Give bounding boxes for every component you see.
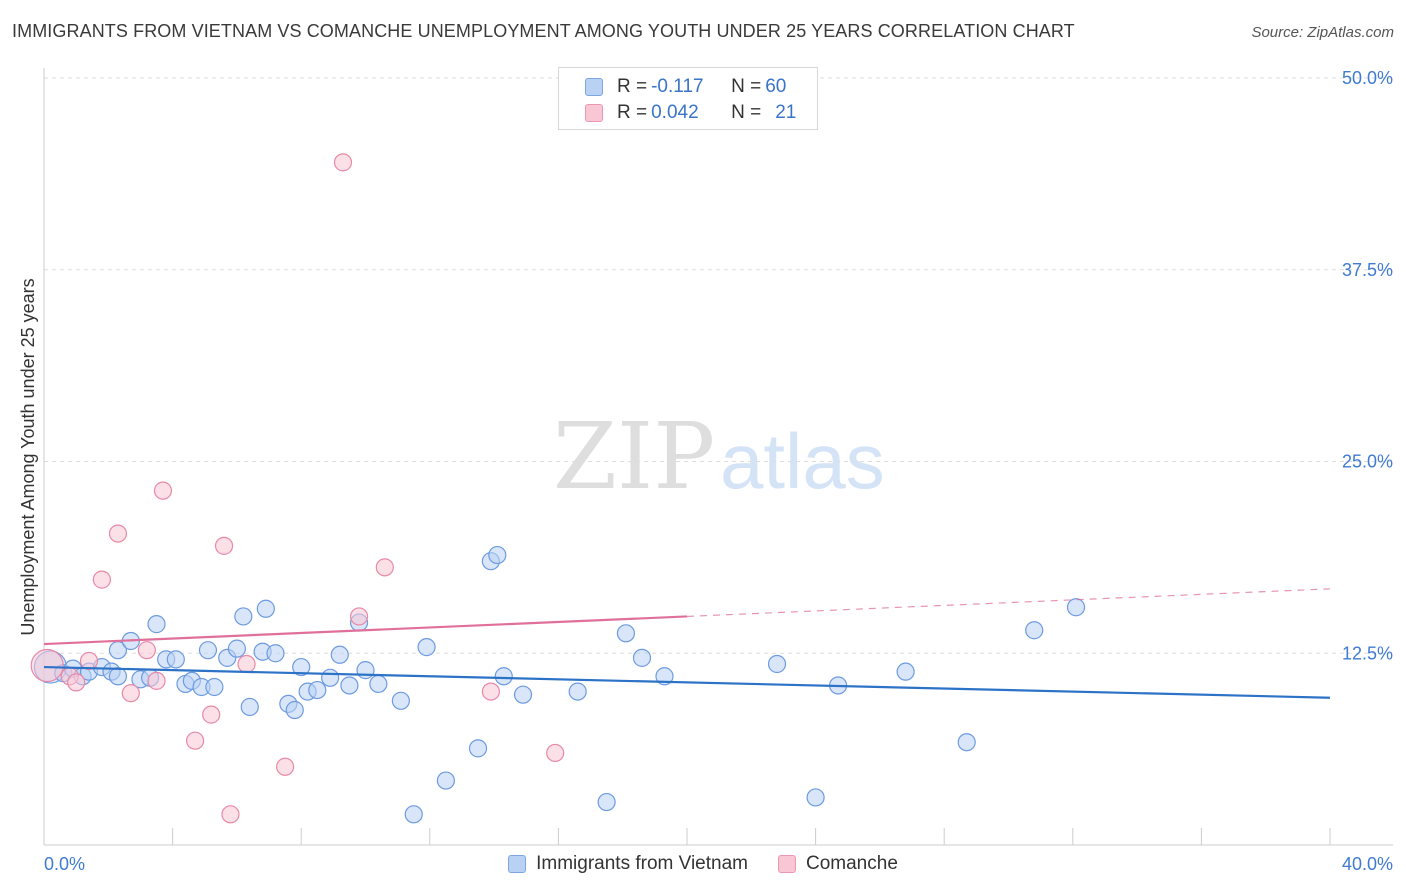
n-label: N =: [731, 76, 762, 97]
trend-line-comanche: [43, 615, 688, 646]
data-point-comanche: [137, 641, 156, 660]
data-point-comanche: [153, 481, 173, 500]
data-point-vietnam: [240, 697, 259, 717]
data-point-comanche: [481, 682, 500, 701]
r-value: 0.042: [651, 102, 699, 123]
data-points: [30, 153, 1086, 824]
data-point-vietnam: [198, 641, 218, 660]
data-point-vietnam: [1066, 598, 1086, 617]
data-point-comanche: [147, 671, 166, 690]
n-label: N =: [731, 102, 762, 123]
chart-title: IMMIGRANTS FROM VIETNAM VS COMANCHE UNEM…: [12, 21, 1075, 41]
data-point-vietnam: [369, 674, 388, 694]
y-tick-label: 12.5%: [1342, 643, 1393, 663]
data-point-vietnam: [227, 639, 246, 658]
x-tick-labels: 0.0% 40.0%: [44, 854, 1393, 874]
x-tick-label: 0.0%: [44, 854, 85, 874]
data-point-comanche: [30, 648, 64, 683]
data-point-vietnam: [404, 805, 423, 824]
data-point-comanche: [546, 743, 565, 763]
data-point-comanche: [92, 570, 111, 589]
trend-lines: [43, 588, 1331, 699]
legend-swatch-vietnam: [508, 855, 527, 873]
vietnam-swatch: [585, 78, 603, 96]
n-value: 60: [765, 76, 787, 97]
data-point-comanche: [79, 651, 99, 671]
legend-swatch-comanche: [778, 855, 796, 873]
data-point-vietnam: [292, 657, 311, 677]
grid: [44, 77, 1393, 654]
stats-row-comanche: R = 0.042 N = 21: [585, 100, 796, 126]
data-point-vietnam: [166, 650, 185, 669]
data-point-vietnam: [147, 615, 166, 634]
data-point-vietnam: [391, 691, 410, 710]
data-point-vietnam: [597, 792, 616, 812]
data-point-vietnam: [767, 654, 787, 674]
y-tick-label: 50.0%: [1342, 68, 1393, 88]
n-value: 21: [775, 102, 797, 123]
data-point-vietnam: [417, 638, 436, 657]
data-point-vietnam: [205, 677, 224, 697]
r-label: R =: [617, 102, 648, 123]
data-point-vietnam: [468, 739, 488, 758]
data-point-vietnam: [436, 771, 455, 790]
data-point-vietnam: [957, 733, 976, 752]
legend-item-comanche: Comanche: [778, 853, 898, 875]
data-point-comanche: [237, 654, 256, 674]
data-point-vietnam: [655, 667, 674, 686]
legend-label-comanche: Comanche: [806, 853, 898, 874]
legend-item-vietnam: Immigrants from Vietnam: [508, 853, 748, 875]
data-point-comanche: [202, 705, 221, 724]
data-point-comanche: [186, 731, 205, 750]
axes: [43, 68, 1393, 846]
data-point-vietnam: [1025, 621, 1044, 640]
data-point-comanche: [67, 673, 86, 692]
data-point-vietnam: [568, 682, 587, 701]
data-point-comanche: [221, 805, 240, 824]
source-attribution: Source: ZipAtlas.com: [1251, 24, 1394, 41]
y-axis-label: Unemployment Among Youth under 25 years: [18, 278, 38, 635]
data-point-vietnam: [488, 545, 507, 565]
data-point-comanche: [276, 757, 295, 776]
data-point-vietnam: [256, 599, 275, 618]
watermark: ZIP atlas: [553, 403, 885, 510]
data-point-vietnam: [616, 624, 636, 643]
data-point-vietnam: [513, 685, 533, 704]
data-point-vietnam: [632, 648, 652, 667]
data-point-comanche: [375, 558, 394, 577]
comanche-swatch: [585, 104, 603, 122]
data-point-vietnam: [494, 667, 513, 686]
y-tick-labels: 12.5% 25.0% 37.5% 50.0%: [1342, 68, 1393, 663]
legend-label-vietnam: Immigrants from Vietnam: [536, 853, 748, 874]
watermark-zip: ZIP: [553, 403, 715, 510]
data-point-vietnam: [308, 680, 327, 700]
stats-row-vietnam: R = -0.117 N = 60: [585, 74, 786, 100]
chart-legend: Immigrants from Vietnam Comanche: [0, 852, 1406, 876]
y-tick-label: 37.5%: [1342, 260, 1393, 280]
data-point-vietnam: [266, 644, 285, 663]
data-point-comanche: [121, 684, 140, 703]
data-point-vietnam: [330, 645, 349, 664]
x-tick-label: 40.0%: [1342, 854, 1393, 874]
data-point-vietnam: [806, 788, 825, 807]
data-point-vietnam: [321, 668, 340, 687]
data-point-vietnam: [234, 607, 253, 626]
data-point-comanche: [333, 153, 353, 172]
y-tick-label: 25.0%: [1342, 452, 1393, 472]
data-point-vietnam: [108, 667, 128, 686]
watermark-atlas: atlas: [720, 417, 885, 505]
data-point-comanche: [214, 536, 234, 555]
r-label: R =: [617, 76, 648, 97]
r-value: -0.117: [651, 76, 704, 97]
data-point-vietnam: [285, 700, 304, 720]
data-point-comanche: [349, 607, 369, 626]
trend-line-comanche-extension: [686, 588, 1331, 618]
data-point-vietnam: [896, 662, 915, 681]
trend-line-vietnam: [43, 665, 1331, 699]
data-point-vietnam: [340, 676, 359, 695]
correlation-stats-box: R = -0.117 N = 60 R = 0.042 N = 21: [558, 67, 818, 130]
data-point-vietnam: [356, 661, 375, 680]
data-point-comanche: [108, 524, 128, 543]
